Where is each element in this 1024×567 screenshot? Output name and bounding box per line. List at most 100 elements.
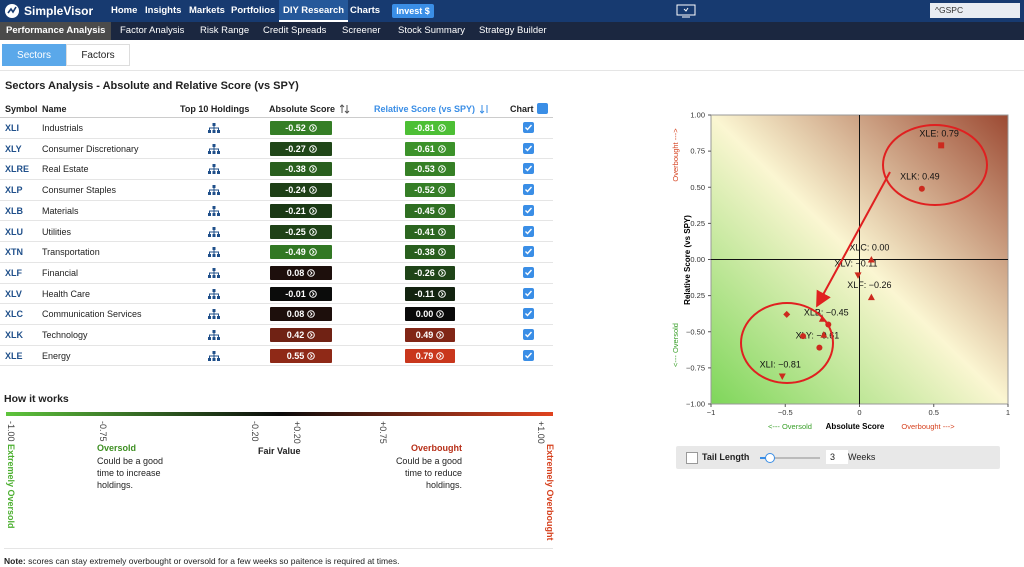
subnav-item[interactable]: Screener: [342, 25, 381, 36]
score-cell[interactable]: -0.24: [270, 183, 332, 198]
score-cell[interactable]: -0.21: [270, 203, 332, 218]
subnav-item[interactable]: Risk Range: [200, 25, 250, 36]
chart-checkbox[interactable]: [523, 163, 534, 175]
tab[interactable]: Factors: [66, 44, 130, 66]
search-box[interactable]: ^GSPC: [930, 3, 1020, 18]
holdings-icon[interactable]: [208, 350, 220, 362]
chart-checkbox[interactable]: [523, 122, 534, 133]
arrow-icon: [307, 310, 316, 319]
holdings-icon[interactable]: [208, 164, 220, 175]
holdings-icon[interactable]: [208, 247, 220, 258]
nav-item[interactable]: DIY Research: [279, 0, 349, 22]
table-title: Sectors Analysis - Absolute and Relative…: [5, 80, 299, 92]
column-header[interactable]: Absolute Score: [269, 104, 336, 114]
score-value: -0.24: [285, 185, 306, 196]
scale-label: +0.20: [292, 421, 302, 444]
score-cell[interactable]: -0.38: [270, 162, 332, 177]
score-cell[interactable]: 0.49: [405, 328, 455, 342]
y-tick-label: 1.00: [690, 111, 705, 120]
score-cell[interactable]: -0.53: [405, 162, 455, 177]
chart-checkbox[interactable]: [523, 142, 534, 154]
holdings-icon[interactable]: [208, 226, 220, 238]
score-cell[interactable]: -0.27: [270, 141, 332, 156]
subnav-item[interactable]: Factor Analysis: [120, 25, 185, 36]
symbol[interactable]: XLB: [5, 205, 23, 216]
score-cell[interactable]: -0.11: [405, 286, 455, 301]
score-cell[interactable]: -0.81: [405, 121, 455, 135]
score-cell[interactable]: 0.08: [270, 307, 332, 322]
tail-input[interactable]: 3: [826, 450, 848, 464]
tail-checkbox[interactable]: [686, 452, 698, 464]
symbol[interactable]: XLV: [5, 288, 22, 299]
holdings-icon[interactable]: [208, 205, 220, 217]
chart-checkbox[interactable]: [523, 225, 534, 237]
symbol[interactable]: XLI: [5, 123, 20, 133]
holdings-icon[interactable]: [208, 288, 220, 300]
brand[interactable]: SimpleVisor: [24, 4, 94, 18]
chart-checkbox[interactable]: [523, 308, 534, 320]
score-cell[interactable]: -0.49: [270, 245, 332, 260]
score-cell[interactable]: 0.79: [405, 348, 455, 363]
score-value: -0.38: [414, 247, 435, 258]
chart-checkbox[interactable]: [523, 246, 534, 258]
holdings-icon[interactable]: [208, 185, 220, 196]
nav-item[interactable]: Portfolios: [231, 5, 276, 16]
slider-track: [760, 457, 820, 459]
score-value: -0.61: [414, 143, 435, 154]
nav-item[interactable]: Insights: [145, 5, 182, 16]
holdings-icon[interactable]: [208, 143, 220, 155]
score-cell[interactable]: -0.61: [405, 141, 455, 156]
score-cell[interactable]: -0.45: [405, 203, 455, 218]
symbol[interactable]: XLU: [5, 226, 23, 237]
subnav-item[interactable]: Strategy Builder: [479, 25, 547, 36]
score-cell[interactable]: -0.38: [405, 245, 455, 260]
chart-checkbox[interactable]: [523, 266, 534, 278]
score-cell[interactable]: -0.25: [270, 224, 332, 239]
gradient-bar: [6, 412, 553, 416]
chart-checkbox[interactable]: [523, 329, 534, 340]
screen-icon[interactable]: [676, 4, 696, 18]
nav-item[interactable]: Charts: [350, 5, 381, 16]
holdings-icon[interactable]: [208, 309, 220, 320]
symbol[interactable]: XTN: [5, 247, 23, 258]
symbol[interactable]: XLRE: [5, 164, 30, 175]
subnav-item[interactable]: Performance Analysis: [0, 22, 112, 40]
subnav-item[interactable]: Stock Summary: [398, 25, 466, 36]
score-cell[interactable]: 0.55: [270, 348, 332, 363]
score-value: 0.00: [415, 309, 434, 320]
holdings-icon[interactable]: [208, 123, 220, 134]
tab[interactable]: Sectors: [2, 44, 66, 66]
holdings-icon[interactable]: [208, 330, 220, 341]
chart-checkbox[interactable]: [523, 204, 534, 216]
table-row: XLV Health Care -0.01 -0.11: [0, 284, 553, 305]
score-cell[interactable]: 0.08: [270, 265, 332, 280]
symbol[interactable]: XLC: [5, 309, 23, 320]
scale-label: -0.20: [250, 421, 260, 442]
nav-item[interactable]: Markets: [189, 5, 225, 16]
column-header[interactable]: Relative Score (vs SPY): [374, 104, 476, 114]
holdings-icon[interactable]: [208, 267, 220, 279]
chart-checkbox[interactable]: [523, 184, 534, 196]
score-cell[interactable]: -0.41: [405, 224, 455, 239]
sort-icon[interactable]: [480, 104, 490, 114]
chart-checkbox[interactable]: [523, 349, 534, 361]
slider-handle[interactable]: [765, 453, 775, 463]
symbol[interactable]: XLE: [5, 350, 23, 361]
subnav-item[interactable]: Credit Spreads: [263, 25, 327, 36]
score-cell[interactable]: 0.42: [270, 328, 332, 342]
sort-icon[interactable]: [340, 104, 350, 114]
symbol[interactable]: XLK: [5, 330, 23, 340]
score-cell[interactable]: 0.00: [405, 307, 455, 322]
nav-item[interactable]: Home: [111, 5, 138, 16]
score-cell[interactable]: -0.52: [270, 121, 332, 135]
column-header: Symbol: [5, 104, 38, 114]
score-cell[interactable]: -0.52: [405, 183, 455, 198]
score-cell[interactable]: -0.26: [405, 265, 455, 280]
invest-button[interactable]: Invest $: [392, 4, 434, 18]
chart-checkbox[interactable]: [523, 287, 534, 299]
header-checkbox[interactable]: [537, 103, 548, 114]
score-cell[interactable]: -0.01: [270, 286, 332, 301]
symbol[interactable]: XLP: [5, 185, 23, 196]
symbol[interactable]: XLF: [5, 267, 22, 278]
symbol[interactable]: XLY: [5, 143, 22, 154]
